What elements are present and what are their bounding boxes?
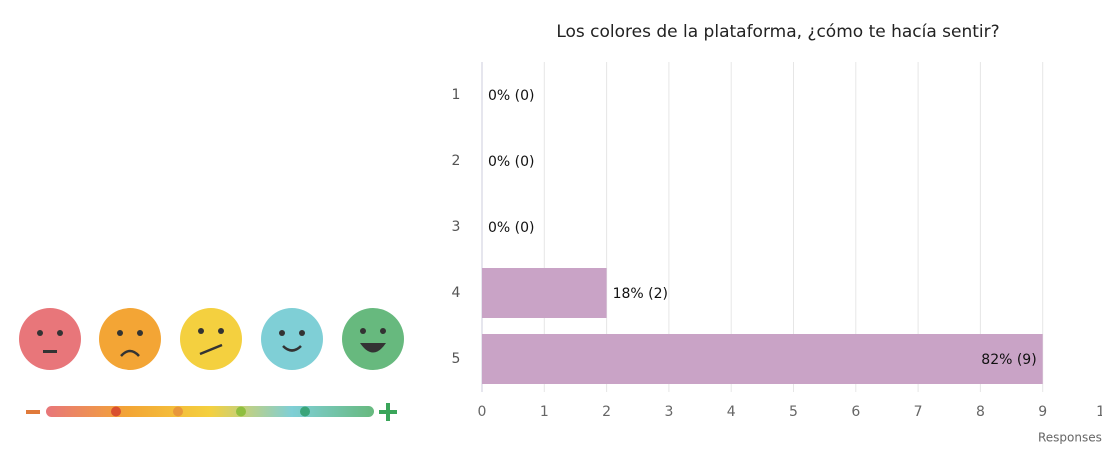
face-neutral [180,308,242,370]
x-tick-label: 5 [789,404,798,420]
x-tick-label: 9 [1038,404,1047,420]
y-tick-label: 5 [452,351,461,367]
value-label: 82% (9) [981,352,1036,368]
y-tick-label: 3 [452,219,461,235]
x-tick-label: 6 [851,404,860,420]
x-tick-label: 10 [1096,404,1102,420]
value-label: 0% (0) [488,154,535,170]
value-label: 18% (2) [613,286,668,302]
x-tick-label: 7 [914,404,923,420]
y-tick-label: 1 [452,87,461,103]
face-very-sad [19,308,81,370]
mood-faces [19,308,404,370]
bar [482,268,607,318]
face-very-happy [342,308,404,370]
chart-title: Los colores de la plataforma, ¿cómo te h… [556,22,999,42]
value-label: 0% (0) [488,88,535,104]
x-tick-label: 1 [540,404,549,420]
value-label: 0% (0) [488,220,535,236]
face-happy [261,308,323,370]
mood-scale [26,403,397,421]
x-tick-label: 8 [976,404,985,420]
y-tick-label: 4 [452,285,461,301]
x-tick-label: 4 [727,404,736,420]
y-tick-label: 2 [452,153,461,169]
x-tick-label: 2 [602,404,611,420]
x-tick-label: 3 [664,404,673,420]
x-axis-label: Responses [1038,431,1102,445]
x-tick-label: 0 [478,404,487,420]
face-sad [99,308,161,370]
bar [482,334,1043,384]
